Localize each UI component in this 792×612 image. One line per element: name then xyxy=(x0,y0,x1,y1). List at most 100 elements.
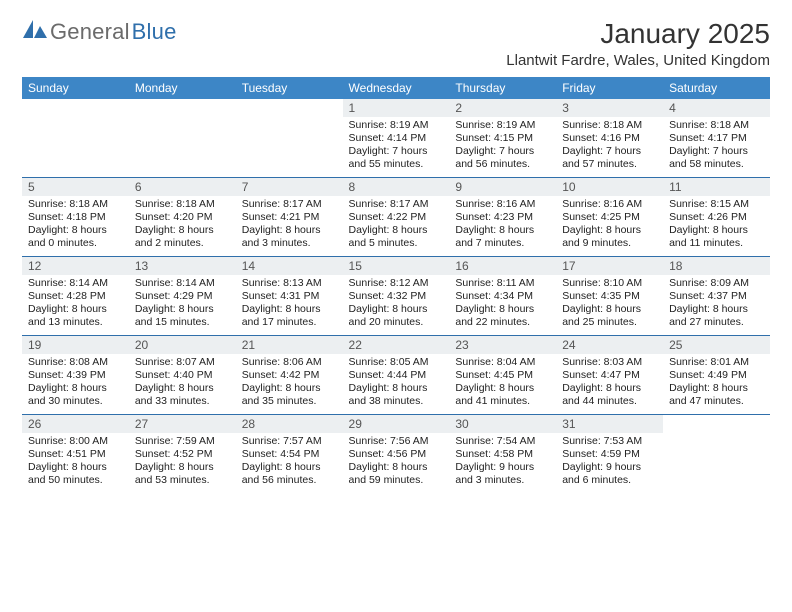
logo: General Blue xyxy=(22,18,177,45)
day-details: Sunrise: 8:05 AMSunset: 4:44 PMDaylight:… xyxy=(343,354,450,414)
day-number: 1 xyxy=(343,99,450,117)
sunrise-text: Sunrise: 8:14 AM xyxy=(28,277,123,290)
calendar-day-cell: 2Sunrise: 8:19 AMSunset: 4:15 PMDaylight… xyxy=(449,99,556,178)
daylight-text-1: Daylight: 8 hours xyxy=(669,382,764,395)
day-number: 2 xyxy=(449,99,556,117)
weekday-header-row: Sunday Monday Tuesday Wednesday Thursday… xyxy=(22,77,770,99)
day-number: 16 xyxy=(449,257,556,275)
sunrise-text: Sunrise: 8:04 AM xyxy=(455,356,550,369)
sunrise-text: Sunrise: 8:18 AM xyxy=(562,119,657,132)
daylight-text-2: and 44 minutes. xyxy=(562,395,657,408)
calendar-day-cell: 25Sunrise: 8:01 AMSunset: 4:49 PMDayligh… xyxy=(663,336,770,415)
daylight-text-2: and 6 minutes. xyxy=(562,474,657,487)
day-number: 24 xyxy=(556,336,663,354)
day-details: Sunrise: 8:04 AMSunset: 4:45 PMDaylight:… xyxy=(449,354,556,414)
daylight-text-1: Daylight: 8 hours xyxy=(135,303,230,316)
daylight-text-2: and 22 minutes. xyxy=(455,316,550,329)
daylight-text-1: Daylight: 9 hours xyxy=(562,461,657,474)
day-details: Sunrise: 8:06 AMSunset: 4:42 PMDaylight:… xyxy=(236,354,343,414)
day-details: Sunrise: 8:18 AMSunset: 4:20 PMDaylight:… xyxy=(129,196,236,256)
calendar-day-cell: 22Sunrise: 8:05 AMSunset: 4:44 PMDayligh… xyxy=(343,336,450,415)
daylight-text-2: and 0 minutes. xyxy=(28,237,123,250)
daylight-text-1: Daylight: 8 hours xyxy=(135,382,230,395)
day-number: 13 xyxy=(129,257,236,275)
day-number: 17 xyxy=(556,257,663,275)
daylight-text-1: Daylight: 8 hours xyxy=(349,382,444,395)
day-details: Sunrise: 8:01 AMSunset: 4:49 PMDaylight:… xyxy=(663,354,770,414)
sunrise-text: Sunrise: 8:16 AM xyxy=(562,198,657,211)
sunrise-text: Sunrise: 8:17 AM xyxy=(349,198,444,211)
weekday-header: Sunday xyxy=(22,77,129,99)
sunset-text: Sunset: 4:39 PM xyxy=(28,369,123,382)
calendar-day-cell: .. xyxy=(236,99,343,178)
daylight-text-2: and 53 minutes. xyxy=(135,474,230,487)
daylight-text-2: and 13 minutes. xyxy=(28,316,123,329)
sunset-text: Sunset: 4:52 PM xyxy=(135,448,230,461)
daylight-text-2: and 41 minutes. xyxy=(455,395,550,408)
daylight-text-1: Daylight: 7 hours xyxy=(349,145,444,158)
weekday-header: Saturday xyxy=(663,77,770,99)
sunset-text: Sunset: 4:59 PM xyxy=(562,448,657,461)
daylight-text-1: Daylight: 8 hours xyxy=(455,303,550,316)
daylight-text-2: and 56 minutes. xyxy=(455,158,550,171)
daylight-text-1: Daylight: 8 hours xyxy=(242,224,337,237)
sunset-text: Sunset: 4:23 PM xyxy=(455,211,550,224)
daylight-text-2: and 58 minutes. xyxy=(669,158,764,171)
calendar-week-row: 19Sunrise: 8:08 AMSunset: 4:39 PMDayligh… xyxy=(22,336,770,415)
sunset-text: Sunset: 4:58 PM xyxy=(455,448,550,461)
day-number: 12 xyxy=(22,257,129,275)
day-number: 21 xyxy=(236,336,343,354)
day-number: 11 xyxy=(663,178,770,196)
sunset-text: Sunset: 4:49 PM xyxy=(669,369,764,382)
daylight-text-2: and 30 minutes. xyxy=(28,395,123,408)
daylight-text-2: and 38 minutes. xyxy=(349,395,444,408)
daylight-text-2: and 25 minutes. xyxy=(562,316,657,329)
day-number: 25 xyxy=(663,336,770,354)
calendar-day-cell: 19Sunrise: 8:08 AMSunset: 4:39 PMDayligh… xyxy=(22,336,129,415)
daylight-text-1: Daylight: 7 hours xyxy=(562,145,657,158)
sunrise-text: Sunrise: 7:56 AM xyxy=(349,435,444,448)
day-details: Sunrise: 8:07 AMSunset: 4:40 PMDaylight:… xyxy=(129,354,236,414)
calendar-day-cell: 15Sunrise: 8:12 AMSunset: 4:32 PMDayligh… xyxy=(343,257,450,336)
day-number: 27 xyxy=(129,415,236,433)
day-number: 7 xyxy=(236,178,343,196)
day-details: Sunrise: 8:16 AMSunset: 4:25 PMDaylight:… xyxy=(556,196,663,256)
sunrise-text: Sunrise: 8:12 AM xyxy=(349,277,444,290)
daylight-text-2: and 35 minutes. xyxy=(242,395,337,408)
page-title: January 2025 xyxy=(506,18,770,50)
calendar-day-cell: 27Sunrise: 7:59 AMSunset: 4:52 PMDayligh… xyxy=(129,415,236,494)
sunset-text: Sunset: 4:18 PM xyxy=(28,211,123,224)
sunrise-text: Sunrise: 8:10 AM xyxy=(562,277,657,290)
calendar-day-cell: 26Sunrise: 8:00 AMSunset: 4:51 PMDayligh… xyxy=(22,415,129,494)
day-details: Sunrise: 7:59 AMSunset: 4:52 PMDaylight:… xyxy=(129,433,236,493)
sunrise-text: Sunrise: 8:07 AM xyxy=(135,356,230,369)
daylight-text-1: Daylight: 8 hours xyxy=(28,224,123,237)
day-number: 4 xyxy=(663,99,770,117)
calendar-day-cell: .. xyxy=(129,99,236,178)
day-number: 30 xyxy=(449,415,556,433)
daylight-text-2: and 59 minutes. xyxy=(349,474,444,487)
sunrise-text: Sunrise: 8:05 AM xyxy=(349,356,444,369)
daylight-text-2: and 9 minutes. xyxy=(562,237,657,250)
daylight-text-2: and 7 minutes. xyxy=(455,237,550,250)
daylight-text-1: Daylight: 8 hours xyxy=(562,303,657,316)
calendar-day-cell: 30Sunrise: 7:54 AMSunset: 4:58 PMDayligh… xyxy=(449,415,556,494)
sunset-text: Sunset: 4:44 PM xyxy=(349,369,444,382)
sunrise-text: Sunrise: 8:16 AM xyxy=(455,198,550,211)
day-details: Sunrise: 8:19 AMSunset: 4:15 PMDaylight:… xyxy=(449,117,556,177)
calendar-day-cell: 29Sunrise: 7:56 AMSunset: 4:56 PMDayligh… xyxy=(343,415,450,494)
daylight-text-1: Daylight: 8 hours xyxy=(669,303,764,316)
daylight-text-1: Daylight: 8 hours xyxy=(242,303,337,316)
sunrise-text: Sunrise: 8:15 AM xyxy=(669,198,764,211)
daylight-text-1: Daylight: 8 hours xyxy=(669,224,764,237)
daylight-text-1: Daylight: 7 hours xyxy=(669,145,764,158)
calendar-day-cell: 7Sunrise: 8:17 AMSunset: 4:21 PMDaylight… xyxy=(236,178,343,257)
day-details: Sunrise: 7:57 AMSunset: 4:54 PMDaylight:… xyxy=(236,433,343,493)
daylight-text-1: Daylight: 8 hours xyxy=(349,461,444,474)
daylight-text-2: and 17 minutes. xyxy=(242,316,337,329)
sunset-text: Sunset: 4:31 PM xyxy=(242,290,337,303)
day-number: 3 xyxy=(556,99,663,117)
day-number: 22 xyxy=(343,336,450,354)
calendar-day-cell: 20Sunrise: 8:07 AMSunset: 4:40 PMDayligh… xyxy=(129,336,236,415)
day-number: 6 xyxy=(129,178,236,196)
